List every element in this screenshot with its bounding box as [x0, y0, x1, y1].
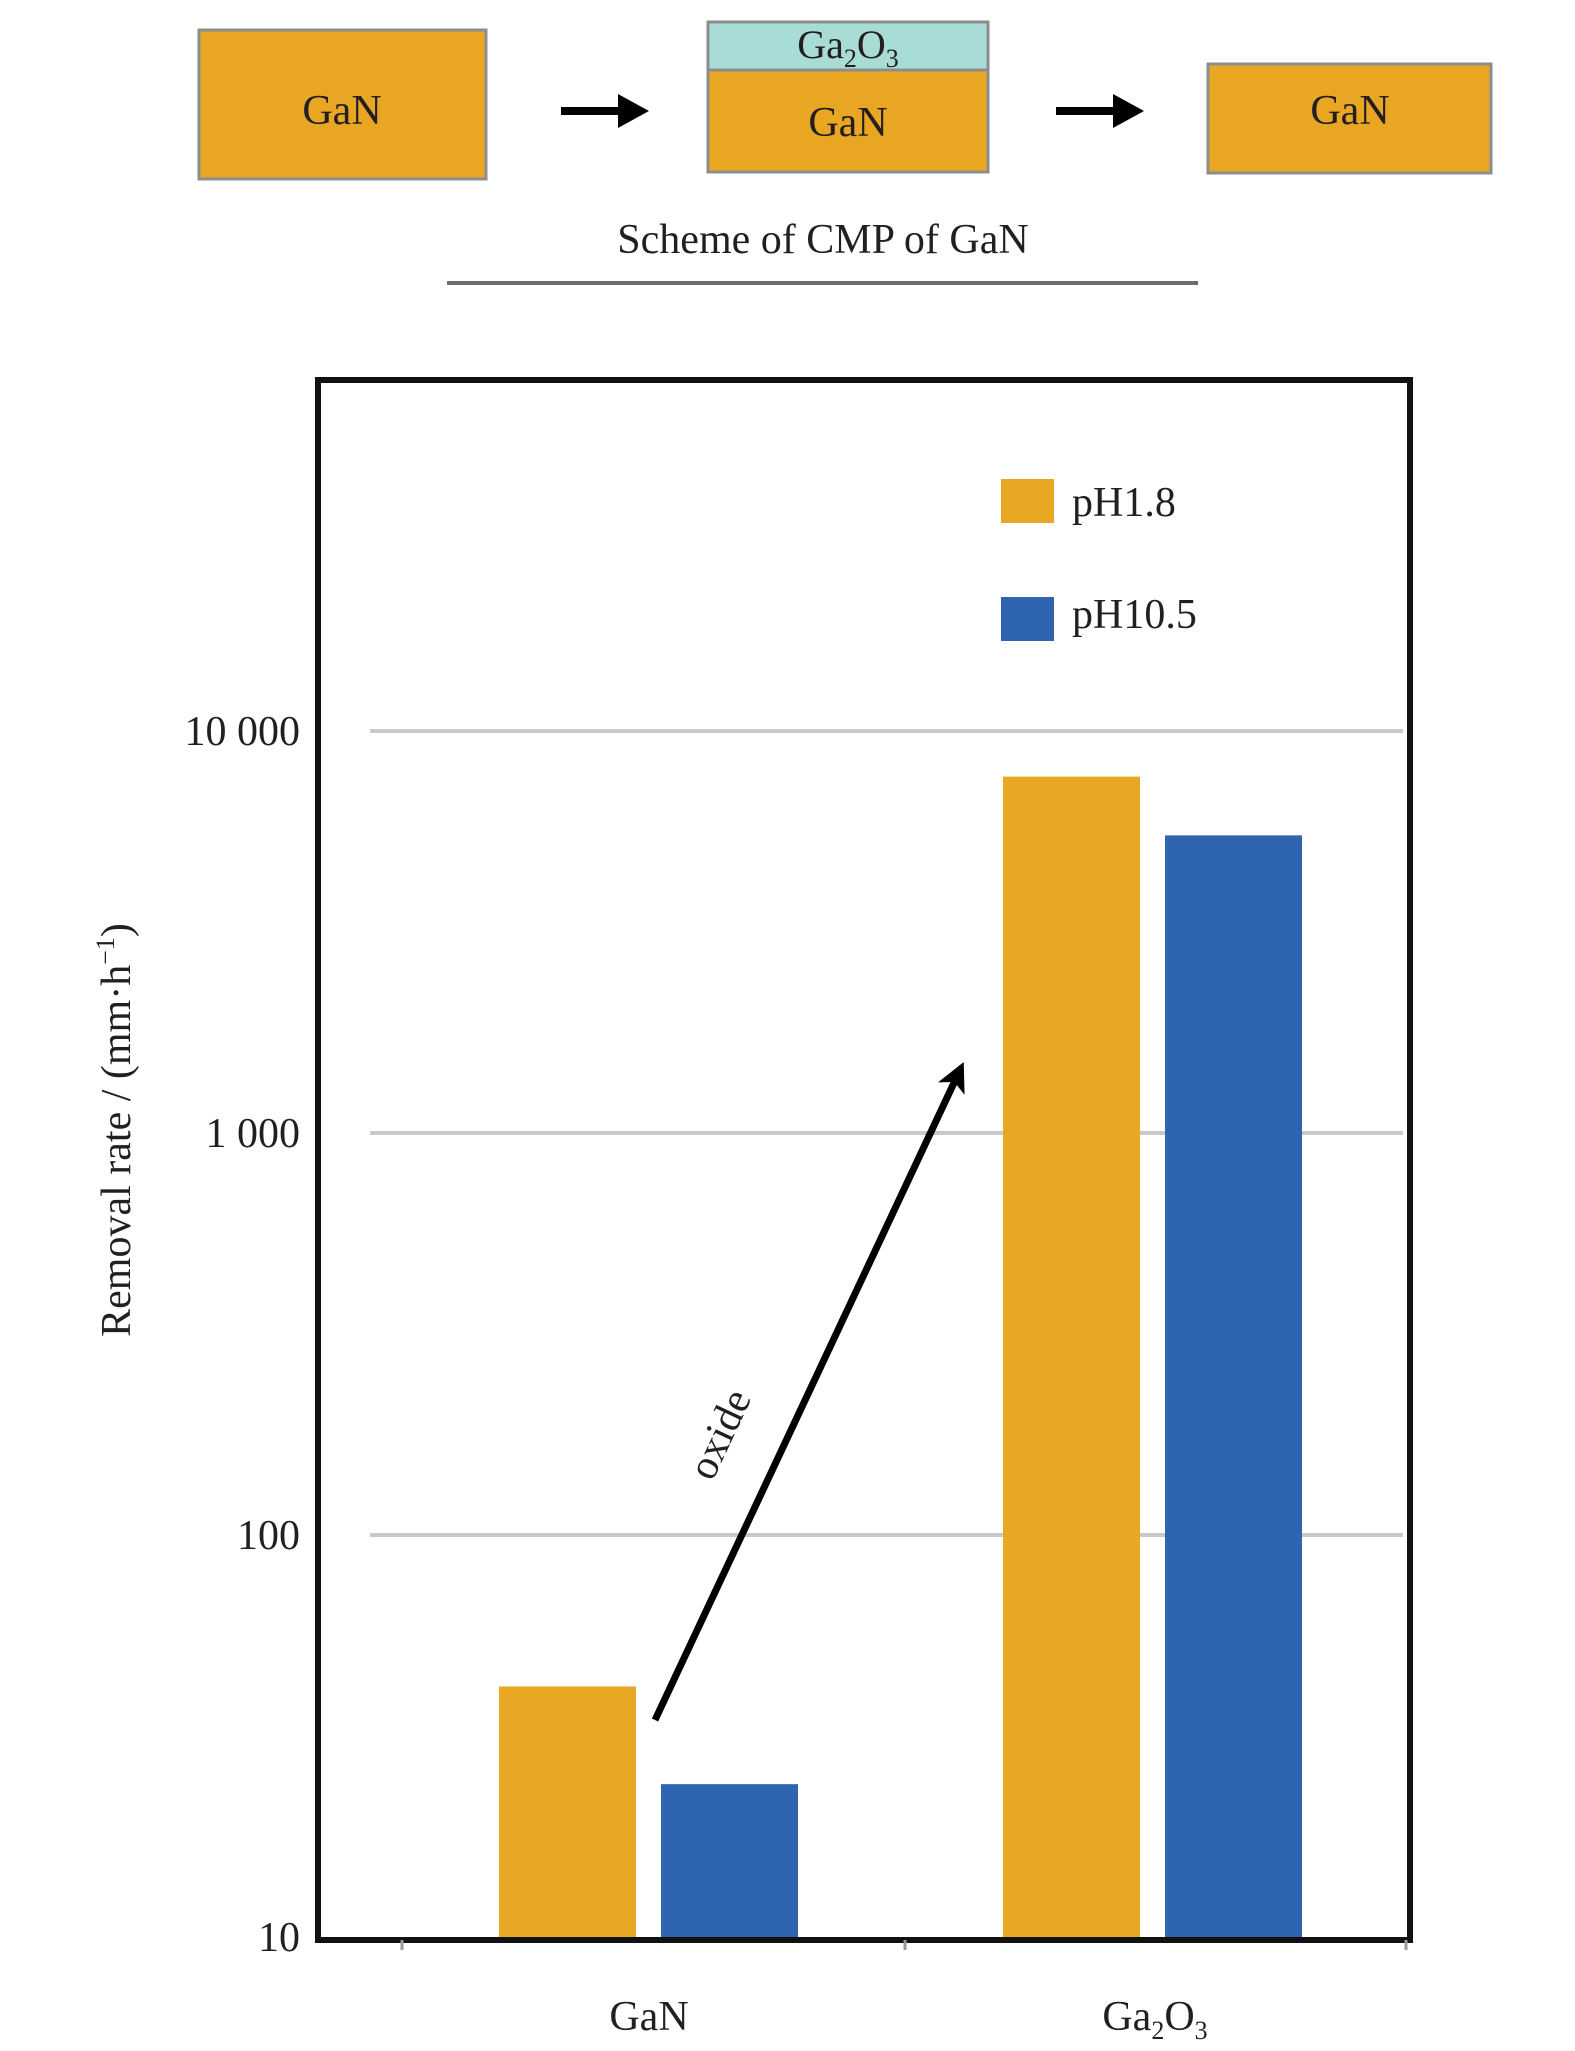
scheme-oxide-label: Ga2O3 [797, 22, 899, 73]
legend-swatch-ph10-5 [1001, 597, 1054, 641]
scheme-arrow-2 [1056, 94, 1144, 128]
y-tick-label-2: 1 000 [206, 1111, 301, 1157]
scheme-block-oxidized [706, 68, 990, 174]
scheme-caption: Scheme of CMP of GaN [617, 217, 1028, 263]
legend-label-ph1-8: pH1.8 [1072, 480, 1176, 526]
legend-label-ph10-5: pH10.5 [1072, 592, 1197, 638]
oxide-arrow-label: oxide [680, 1382, 761, 1486]
x-tick-label-1: Ga2O3 [1102, 1994, 1207, 2045]
bar-ga2o3-ph10-5 [1165, 835, 1302, 1937]
bar-gan-ph1-8 [499, 1686, 636, 1937]
x-tick-labels: GaN Ga2O3 [609, 1994, 1207, 2045]
bar-gan-ph10-5 [661, 1784, 798, 1937]
scheme-block-oxidized-label: GaN [808, 100, 887, 146]
y-tick-label-3: 10 000 [185, 709, 301, 755]
scheme-block-initial [197, 28, 488, 181]
oxide-arrow [651, 1062, 965, 1722]
plot-frame [315, 377, 1413, 1943]
bar-ga2o3-ph1-8 [1003, 776, 1140, 1937]
y-tick-labels: 10 100 1 000 10 000 [185, 709, 301, 1961]
scheme-arrow-1 [561, 94, 649, 128]
legend: pH1.8 pH10.5 [1001, 479, 1197, 641]
chart: 10 100 1 000 10 000 GaN Ga2O3 Removal rate /… [91, 377, 1413, 2045]
cmp-scheme: GaN Ga2O3 GaN GaN Scheme of CMP of GaN [197, 20, 1493, 285]
y-axis-label: Removal rate / (mm·h−1) [91, 923, 140, 1337]
legend-swatch-ph1-8 [1001, 479, 1054, 523]
x-tick-label-0: GaN [609, 1994, 688, 2040]
scheme-block-initial-label: GaN [302, 88, 381, 134]
scheme-block-polished-label: GaN [1310, 88, 1389, 134]
y-tick-label-1: 100 [237, 1513, 300, 1559]
oxide-annotation: oxide [651, 1062, 965, 1722]
scheme-block-polished [1206, 62, 1493, 175]
x-ticks [400, 1940, 1408, 1950]
bars [499, 776, 1302, 1937]
y-tick-label-0: 10 [258, 1915, 300, 1961]
